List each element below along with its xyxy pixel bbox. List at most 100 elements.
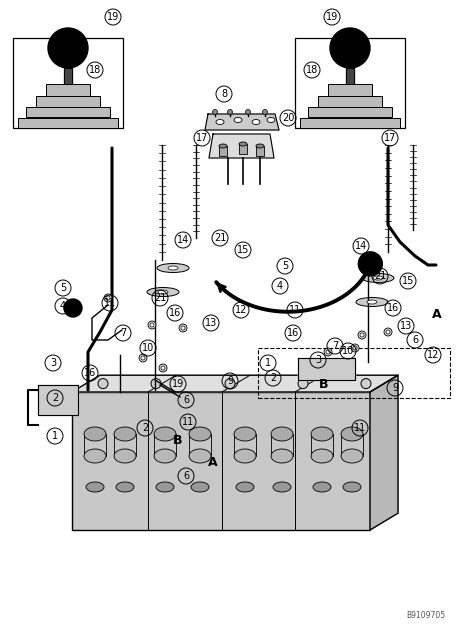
Ellipse shape bbox=[311, 449, 333, 463]
Ellipse shape bbox=[236, 482, 254, 492]
Ellipse shape bbox=[373, 276, 383, 280]
Text: 13: 13 bbox=[400, 321, 412, 331]
Text: 21: 21 bbox=[154, 293, 166, 303]
Text: 6: 6 bbox=[183, 395, 189, 405]
Text: 11: 11 bbox=[182, 417, 194, 427]
Ellipse shape bbox=[156, 482, 174, 492]
Text: 17: 17 bbox=[196, 133, 208, 143]
Bar bbox=[13, 38, 123, 128]
Ellipse shape bbox=[84, 427, 106, 441]
Circle shape bbox=[161, 366, 165, 370]
Text: 18: 18 bbox=[306, 65, 318, 75]
Circle shape bbox=[139, 354, 147, 362]
Ellipse shape bbox=[189, 449, 211, 463]
Text: 15: 15 bbox=[402, 276, 414, 286]
Text: 11: 11 bbox=[289, 305, 301, 315]
Polygon shape bbox=[346, 68, 354, 84]
Text: 19: 19 bbox=[107, 12, 119, 22]
Text: 2: 2 bbox=[270, 373, 276, 383]
Text: 16: 16 bbox=[84, 368, 96, 378]
Circle shape bbox=[159, 364, 167, 372]
Text: B: B bbox=[173, 434, 183, 447]
Text: 1: 1 bbox=[265, 358, 271, 368]
Text: 12: 12 bbox=[235, 305, 247, 315]
Ellipse shape bbox=[154, 449, 176, 463]
Text: 13: 13 bbox=[205, 318, 217, 328]
Ellipse shape bbox=[191, 482, 209, 492]
Circle shape bbox=[150, 323, 154, 327]
Ellipse shape bbox=[362, 273, 394, 283]
Text: 7: 7 bbox=[332, 341, 338, 351]
Ellipse shape bbox=[84, 449, 106, 463]
Text: 8: 8 bbox=[221, 89, 227, 99]
Bar bbox=[219, 146, 227, 156]
Ellipse shape bbox=[158, 290, 168, 294]
Ellipse shape bbox=[234, 117, 242, 122]
Circle shape bbox=[148, 321, 156, 329]
Circle shape bbox=[326, 350, 330, 354]
Circle shape bbox=[263, 109, 267, 114]
Circle shape bbox=[212, 109, 218, 114]
Circle shape bbox=[330, 28, 370, 68]
Circle shape bbox=[298, 379, 308, 389]
Ellipse shape bbox=[267, 117, 275, 122]
Circle shape bbox=[386, 330, 390, 334]
Ellipse shape bbox=[216, 120, 224, 125]
Polygon shape bbox=[205, 114, 279, 130]
Text: B9109705: B9109705 bbox=[406, 612, 445, 620]
Text: 7: 7 bbox=[120, 328, 126, 338]
Circle shape bbox=[228, 109, 233, 114]
Ellipse shape bbox=[234, 449, 256, 463]
Circle shape bbox=[246, 109, 250, 114]
Ellipse shape bbox=[168, 266, 178, 270]
Text: 12: 12 bbox=[427, 350, 439, 360]
Bar bbox=[256, 146, 264, 156]
Ellipse shape bbox=[367, 300, 377, 304]
Ellipse shape bbox=[273, 482, 291, 492]
Ellipse shape bbox=[114, 427, 136, 441]
Ellipse shape bbox=[147, 288, 179, 296]
Circle shape bbox=[324, 348, 332, 356]
Circle shape bbox=[106, 296, 110, 300]
Ellipse shape bbox=[341, 427, 363, 441]
Text: 3: 3 bbox=[315, 355, 321, 365]
Bar bbox=[295, 38, 405, 128]
Text: B: B bbox=[319, 379, 329, 391]
Bar bbox=[258, 348, 450, 398]
FancyBboxPatch shape bbox=[72, 392, 370, 530]
Text: 3: 3 bbox=[50, 358, 56, 368]
Text: 21: 21 bbox=[374, 271, 386, 281]
Bar bbox=[328, 84, 372, 96]
Text: 6: 6 bbox=[183, 471, 189, 481]
Bar bbox=[36, 96, 100, 107]
Circle shape bbox=[104, 294, 112, 302]
Text: 2: 2 bbox=[52, 393, 58, 403]
Bar bbox=[318, 96, 382, 107]
Text: 16: 16 bbox=[287, 328, 299, 338]
Ellipse shape bbox=[271, 427, 293, 441]
Ellipse shape bbox=[116, 482, 134, 492]
Circle shape bbox=[384, 328, 392, 336]
Text: 9: 9 bbox=[392, 383, 398, 393]
Ellipse shape bbox=[311, 427, 333, 441]
Text: 6: 6 bbox=[412, 335, 418, 345]
Text: 15: 15 bbox=[237, 245, 249, 255]
Ellipse shape bbox=[239, 142, 247, 146]
Text: 14: 14 bbox=[355, 241, 367, 251]
Bar bbox=[46, 84, 90, 96]
Text: 11: 11 bbox=[104, 298, 116, 308]
Ellipse shape bbox=[114, 449, 136, 463]
Ellipse shape bbox=[86, 482, 104, 492]
Text: 10: 10 bbox=[142, 343, 154, 353]
Circle shape bbox=[360, 333, 364, 337]
Bar bbox=[239, 144, 247, 154]
Circle shape bbox=[358, 331, 366, 339]
Bar bbox=[26, 107, 110, 117]
Ellipse shape bbox=[256, 144, 264, 148]
Text: 5: 5 bbox=[60, 283, 66, 293]
Ellipse shape bbox=[189, 427, 211, 441]
Text: 21: 21 bbox=[214, 233, 226, 243]
Bar bbox=[300, 118, 400, 128]
Ellipse shape bbox=[313, 482, 331, 492]
Text: 18: 18 bbox=[89, 65, 101, 75]
